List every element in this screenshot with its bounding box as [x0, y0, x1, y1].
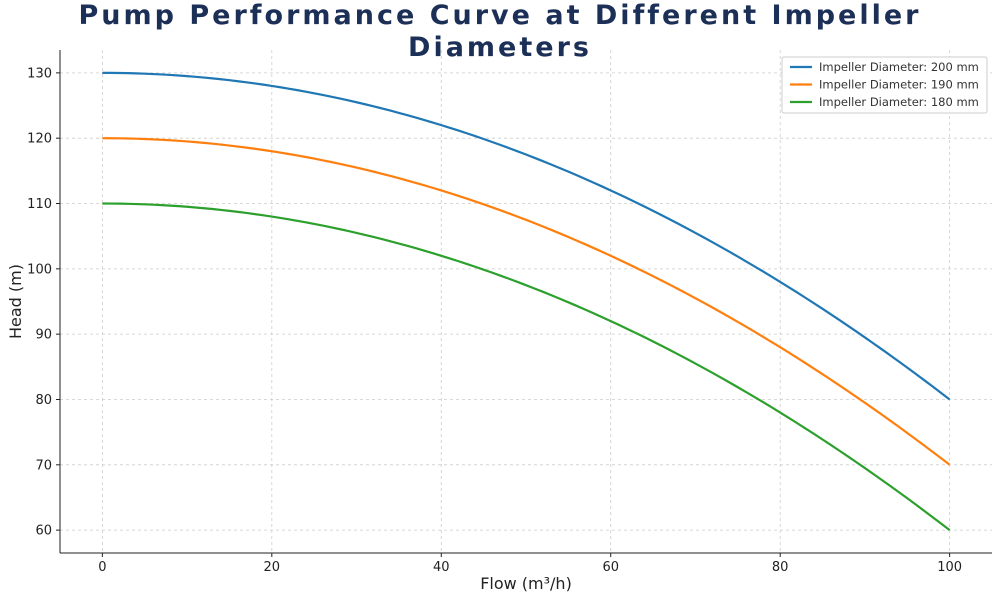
legend-entry: Impeller Diameter: 190 mm — [819, 78, 979, 92]
legend-entry: Impeller Diameter: 180 mm — [819, 95, 979, 109]
y-tick-label: 60 — [35, 524, 52, 539]
series-lines — [102, 71, 951, 532]
y-tick-label: 130 — [27, 66, 52, 81]
ticks: 0 20 40 60 80 100 60 70 80 90 100 110 120 130 — [27, 66, 962, 575]
x-tick-label: 20 — [264, 560, 281, 575]
legend: Impeller Diameter: 200 mm Impeller Diamet… — [781, 56, 988, 114]
grid — [60, 50, 992, 553]
legend-entry: Impeller Diameter: 200 mm — [819, 60, 979, 74]
y-tick-label: 120 — [27, 132, 52, 147]
series-line — [102, 71, 951, 401]
axes — [59, 50, 992, 554]
series-line — [102, 202, 951, 532]
x-tick-label: 60 — [602, 560, 619, 575]
x-tick-label: 40 — [433, 560, 450, 575]
x-tick-label: 80 — [772, 560, 789, 575]
y-tick-label: 80 — [35, 393, 52, 408]
series-line — [102, 137, 951, 466]
legend-box — [781, 56, 988, 114]
y-axis-label: Head (m) — [6, 264, 25, 339]
y-tick-label: 110 — [27, 197, 52, 212]
x-tick-label: 0 — [98, 560, 106, 575]
chart-title: Pump Performance Curve at Different Impe… — [78, 0, 922, 63]
y-tick-label: 70 — [35, 458, 52, 473]
x-tick-label: 100 — [937, 560, 962, 575]
y-tick-label: 90 — [35, 328, 52, 343]
x-axis-label: Flow (m³/h) — [480, 574, 572, 593]
y-tick-label: 100 — [27, 262, 52, 277]
